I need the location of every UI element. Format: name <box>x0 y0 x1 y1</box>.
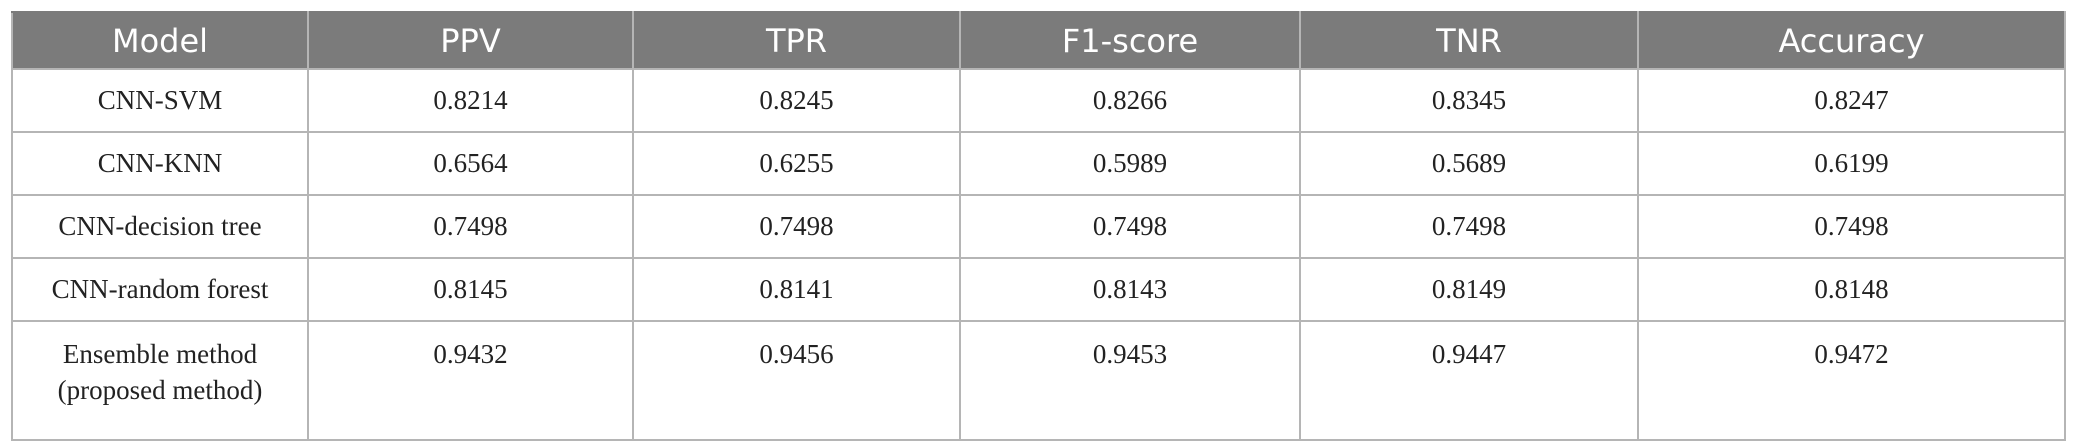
metric-cell: 0.5689 <box>1299 131 1639 196</box>
model-name-line: CNN-KNN <box>97 148 223 178</box>
table-row: CNN-decision tree 0.7498 0.7498 0.7498 0.749… <box>11 194 2066 259</box>
table-container: Model PPV TPR F1-score TNR Accuracy CNN-SVM 0.… <box>11 11 2066 441</box>
header-cell: TPR <box>632 11 961 70</box>
metric-cell: 0.7498 <box>1637 194 2066 259</box>
table-row: CNN-KNN 0.6564 0.6255 0.5989 0.5689 0.6199 <box>11 131 2066 196</box>
metric-cell: 0.8141 <box>632 257 961 322</box>
model-cell: CNN-KNN <box>11 131 309 196</box>
metric-cell: 0.8214 <box>307 68 634 133</box>
metric-cell: 0.8145 <box>307 257 634 322</box>
metric-cell: 0.9456 <box>632 320 961 441</box>
model-cell: CNN-random forest <box>11 257 309 322</box>
model-cell: Ensemble method (proposed method) <box>11 320 309 441</box>
metric-cell: 0.8345 <box>1299 68 1639 133</box>
table-row: Ensemble method (proposed method) 0.9432 0.… <box>11 320 2066 441</box>
metric-cell: 0.8149 <box>1299 257 1639 322</box>
metric-cell: 0.8148 <box>1637 257 2066 322</box>
header-row: Model PPV TPR F1-score TNR Accuracy <box>11 11 2066 70</box>
model-name-line: (proposed method) <box>57 375 263 405</box>
metric-cell: 0.7498 <box>307 194 634 259</box>
model-cell: CNN-SVM <box>11 68 309 133</box>
header-cell: PPV <box>307 11 634 70</box>
model-name-line: Ensemble method <box>62 339 258 369</box>
metric-cell: 0.5989 <box>959 131 1301 196</box>
header-cell: Accuracy <box>1637 11 2066 70</box>
metric-cell: 0.7498 <box>959 194 1301 259</box>
metric-cell: 0.6255 <box>632 131 961 196</box>
header-cell: Model <box>11 11 309 70</box>
header-cell: TNR <box>1299 11 1639 70</box>
metric-cell: 0.9472 <box>1637 320 2066 441</box>
table-row: CNN-random forest 0.8145 0.8141 0.8143 0.814… <box>11 257 2066 322</box>
metric-cell: 0.7498 <box>1299 194 1639 259</box>
metric-cell: 0.9447 <box>1299 320 1639 441</box>
model-name-line: CNN-SVM <box>97 85 223 115</box>
metric-cell: 0.8143 <box>959 257 1301 322</box>
metric-cell: 0.6564 <box>307 131 634 196</box>
metric-cell: 0.9432 <box>307 320 634 441</box>
metric-cell: 0.7498 <box>632 194 961 259</box>
model-cell: CNN-decision tree <box>11 194 309 259</box>
metric-cell: 0.8245 <box>632 68 961 133</box>
results-table: Model PPV TPR F1-score TNR Accuracy CNN-SVM 0.… <box>11 11 2066 441</box>
metric-cell: 0.9453 <box>959 320 1301 441</box>
header-cell: F1-score <box>959 11 1301 70</box>
metric-cell: 0.8266 <box>959 68 1301 133</box>
metric-cell: 0.8247 <box>1637 68 2066 133</box>
table-row: CNN-SVM 0.8214 0.8245 0.8266 0.8345 0.8247 <box>11 68 2066 133</box>
model-name-line: CNN-decision tree <box>58 211 262 241</box>
metric-cell: 0.6199 <box>1637 131 2066 196</box>
page: {"table": { "header": ["Model", "PPV", "… <box>11 11 2066 441</box>
model-name-line: CNN-random forest <box>51 274 269 304</box>
table-body: CNN-SVM 0.8214 0.8245 0.8266 0.8345 0.8247 CNN… <box>11 68 2066 441</box>
